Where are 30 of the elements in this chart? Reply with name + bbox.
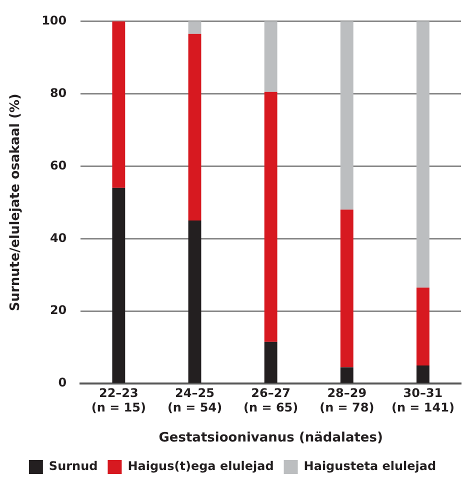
bar [264,21,278,92]
y-tick-label: 60 [50,158,67,172]
bar [416,21,430,288]
x-tick-label: 28–29 (n = 78) [320,386,374,414]
legend-label: Haigusteta elulejad [304,459,436,474]
bar [416,365,430,383]
legend-label: Surnud [48,459,98,474]
x-axis-title: Gestatsioonivanus (nädalates) [158,430,383,446]
bar [340,21,354,210]
y-tick-label: 20 [50,303,67,318]
bar [264,342,278,383]
x-tick-label: 24–25 (n = 54) [167,386,222,414]
x-tick-label: 26–27 (n = 65) [244,386,298,414]
y-tick-label: 40 [50,230,67,245]
bar [264,92,278,342]
bar [416,288,430,366]
bar [112,188,126,383]
x-tick-label: 30–31 (n = 141) [391,386,454,414]
x-tick-label: 22–23 (n = 15) [91,386,146,414]
legend-label: Haigus(t)ega elulejad [128,459,274,474]
y-tick-label: 80 [50,86,67,100]
bar [112,21,126,188]
y-tick-label: 100 [42,13,67,28]
bar [188,34,202,221]
bar [188,220,202,383]
bar [340,210,354,368]
y-tick-label: 0 [58,376,67,390]
y-axis-title: Surnute/elulejate osakaal (%) [8,94,24,312]
bar [340,367,354,383]
bar [188,21,202,34]
